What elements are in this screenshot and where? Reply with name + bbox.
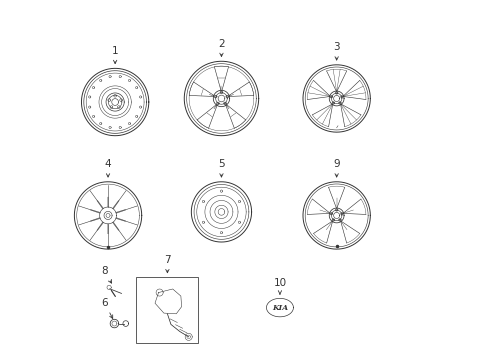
Text: KIA: KIA	[271, 303, 287, 312]
Text: 7: 7	[164, 255, 170, 273]
Text: 9: 9	[333, 159, 339, 177]
Text: 3: 3	[333, 42, 339, 60]
Text: 4: 4	[104, 159, 111, 177]
Text: 6: 6	[101, 298, 113, 319]
Text: 1: 1	[112, 46, 118, 64]
Text: 10: 10	[273, 278, 286, 294]
Text: 5: 5	[218, 159, 224, 177]
Text: 8: 8	[101, 266, 111, 283]
Bar	[136, 278, 198, 343]
Text: 2: 2	[218, 39, 224, 57]
